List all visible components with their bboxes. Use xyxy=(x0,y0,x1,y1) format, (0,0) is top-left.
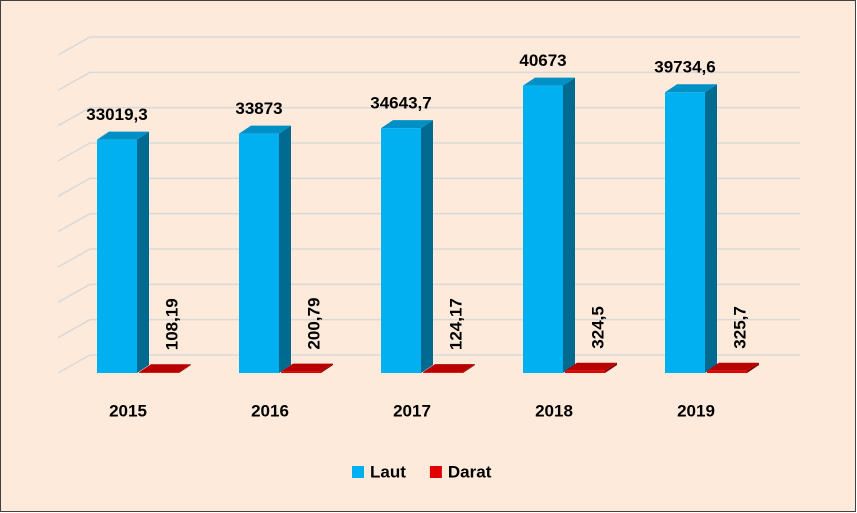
bar-face xyxy=(707,370,747,373)
bar-face xyxy=(381,128,421,373)
bar-face xyxy=(423,364,475,373)
data-label: 124,17 xyxy=(446,298,465,350)
bar-face xyxy=(179,364,191,373)
bar xyxy=(381,120,433,374)
x-tick-label: 2018 xyxy=(535,401,573,420)
legend-label: Laut xyxy=(370,462,406,481)
bar-face xyxy=(239,133,279,373)
bar-face xyxy=(665,84,717,93)
bar xyxy=(707,362,759,373)
bar xyxy=(239,125,291,373)
bar-face xyxy=(523,85,563,374)
bar-face xyxy=(565,362,617,371)
x-tick-label: 2016 xyxy=(251,401,289,420)
bar xyxy=(97,131,149,373)
legend-swatch xyxy=(352,466,364,478)
bar-face xyxy=(563,77,575,374)
data-label: 34643,7 xyxy=(370,94,431,113)
grid-line xyxy=(57,36,800,56)
bar xyxy=(665,84,717,373)
data-label: 33873 xyxy=(235,99,282,118)
bar-face xyxy=(97,131,149,140)
bar-face xyxy=(523,77,575,86)
legend-swatch xyxy=(429,466,442,478)
data-label: 33019,3 xyxy=(86,105,147,124)
data-label: 108,19 xyxy=(162,298,181,350)
bar-face xyxy=(747,362,759,373)
data-label: 325,7 xyxy=(730,306,749,349)
bar xyxy=(139,364,191,373)
bar-face xyxy=(463,364,475,373)
data-label: 324,5 xyxy=(588,306,607,349)
bar xyxy=(523,77,575,374)
bar-face xyxy=(139,364,191,373)
bar xyxy=(281,363,333,373)
bar-face xyxy=(421,120,433,374)
bar-face xyxy=(423,372,463,373)
bar-face xyxy=(321,363,333,373)
bar-face xyxy=(239,125,291,134)
x-tick-label: 2017 xyxy=(393,401,431,420)
bar-face xyxy=(281,371,321,373)
data-label: 40673 xyxy=(519,51,566,70)
bar-face xyxy=(97,139,137,373)
x-tick-label: 2019 xyxy=(677,401,715,420)
x-tick-label: 2015 xyxy=(109,401,147,420)
bar-face xyxy=(381,120,433,129)
bar-face xyxy=(605,362,617,373)
bar-face xyxy=(707,362,759,371)
data-label: 200,79 xyxy=(304,298,323,350)
bar-face xyxy=(665,92,705,373)
bar-face xyxy=(139,372,179,373)
bar-face xyxy=(137,131,149,373)
bar-face xyxy=(705,84,717,373)
bar-face xyxy=(565,370,605,373)
bar-face xyxy=(281,363,333,372)
legend-label: Darat xyxy=(448,462,492,481)
bar-face xyxy=(279,125,291,373)
data-label: 39734,6 xyxy=(654,58,715,77)
bar xyxy=(565,362,617,373)
grid-line xyxy=(57,71,800,91)
bar xyxy=(423,364,475,373)
